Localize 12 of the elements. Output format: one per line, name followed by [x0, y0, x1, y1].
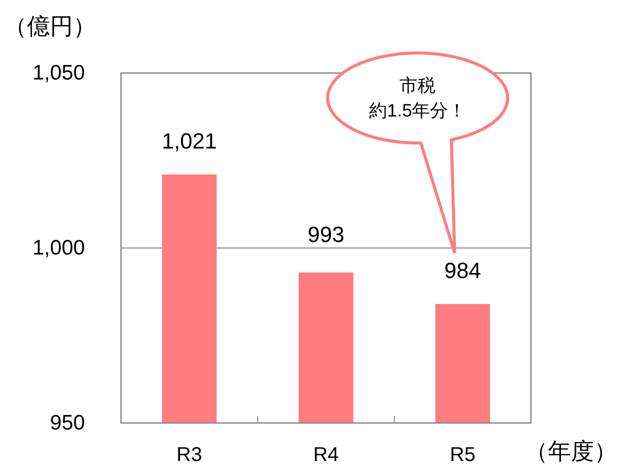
y-tick-label: 1,000	[32, 236, 85, 260]
data-label: 1,021	[162, 128, 217, 154]
data-label: 984	[444, 258, 482, 283]
y-axis-title: （億円）	[4, 13, 96, 39]
x-tick-label: R5	[450, 444, 476, 465]
annotation: 市税約1.5年分！	[369, 75, 466, 121]
x-tick-label: R4	[313, 444, 339, 465]
x-axis-title: （年度）	[525, 438, 617, 464]
y-tick-label: 1,050	[32, 62, 85, 84]
data-label: 993	[308, 222, 344, 247]
y-tick-label: 950	[50, 412, 85, 434]
x-tick-label: R3	[176, 444, 202, 465]
